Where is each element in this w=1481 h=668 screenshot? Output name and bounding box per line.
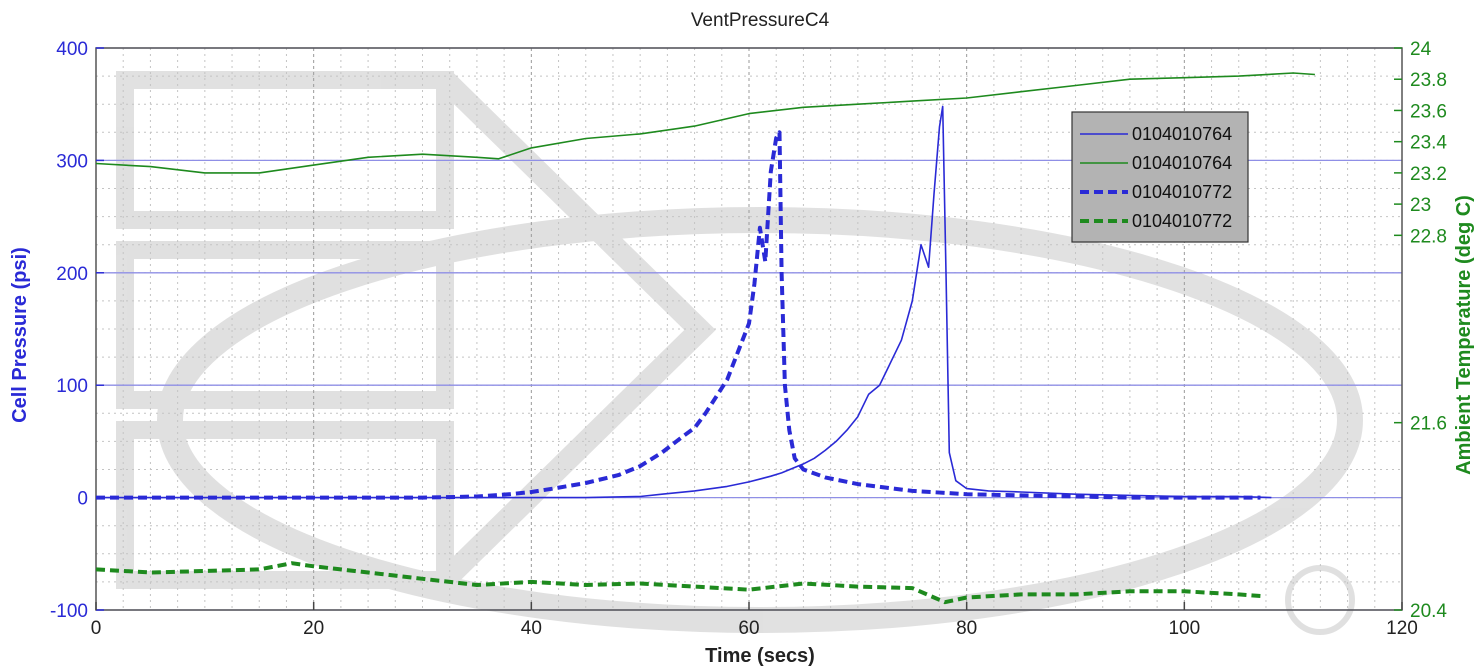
series-line-2 <box>95 72 1315 174</box>
x-axis-label: Time (secs) <box>705 645 815 667</box>
right-tick-label: 21.6 <box>1410 414 1447 435</box>
series-layer <box>95 72 1315 605</box>
bottom-tick-label: 40 <box>521 618 542 639</box>
left-tick-label: 100 <box>56 376 88 397</box>
chart-grid <box>95 47 1403 611</box>
bottom-tick-label: 120 <box>1386 618 1418 639</box>
left-tick-label: 400 <box>56 39 88 60</box>
series-line-3 <box>96 130 1261 500</box>
watermark-arrow <box>437 72 716 588</box>
legend: 0104010764 0104010764 0104010772 0104010772 <box>1071 111 1249 243</box>
sri-logo-watermark <box>116 71 1363 635</box>
bottom-tick-label: 60 <box>738 618 759 639</box>
left-axis-ticks: -100 0 100 200 300 400 <box>50 39 104 622</box>
bottom-tick-label: 0 <box>91 618 102 639</box>
bottom-axis-ticks: 0 20 40 60 80 100 120 <box>91 602 1418 639</box>
series-line-4 <box>95 561 1261 605</box>
right-tick-label: 22.8 <box>1410 226 1447 247</box>
y2-axis-label: Ambient Temperature (deg C) <box>1453 195 1475 475</box>
right-axis-ticks: 20.4 21.6 22.8 23 23.2 23.4 23.6 23.8 24 <box>1394 39 1447 622</box>
right-tick-label: 20.4 <box>1410 601 1447 622</box>
left-tick-label: 300 <box>56 151 88 172</box>
chart-title: VentPressureC4 <box>691 10 830 31</box>
watermark-top-box <box>116 71 454 229</box>
legend-label-3: 0104010772 <box>1132 182 1232 202</box>
watermark-bottom-box <box>116 421 454 589</box>
bottom-tick-label: 80 <box>956 618 977 639</box>
y-axis-label: Cell Pressure (psi) <box>9 247 31 423</box>
right-tick-label: 24 <box>1410 39 1432 60</box>
right-tick-label: 23.8 <box>1410 70 1447 91</box>
legend-label-2: 0104010764 <box>1132 153 1232 173</box>
legend-label-4: 0104010772 <box>1132 211 1232 231</box>
watermark-middle-box <box>116 241 454 409</box>
series-line-1 <box>96 105 1272 499</box>
legend-label-1: 0104010764 <box>1132 124 1232 144</box>
watermark-globe-ellipse <box>157 207 1363 633</box>
bottom-tick-label: 20 <box>303 618 324 639</box>
left-tick-label: -100 <box>50 601 88 622</box>
watermark-registered-mark <box>1285 565 1355 635</box>
right-tick-label: 23.4 <box>1410 133 1447 154</box>
left-tick-label: 0 <box>77 489 88 510</box>
right-tick-label: 23.6 <box>1410 101 1447 122</box>
left-tick-label: 200 <box>56 264 88 285</box>
bottom-tick-label: 100 <box>1168 618 1200 639</box>
right-tick-label: 23.2 <box>1410 164 1447 185</box>
right-tick-label: 23 <box>1410 195 1431 216</box>
